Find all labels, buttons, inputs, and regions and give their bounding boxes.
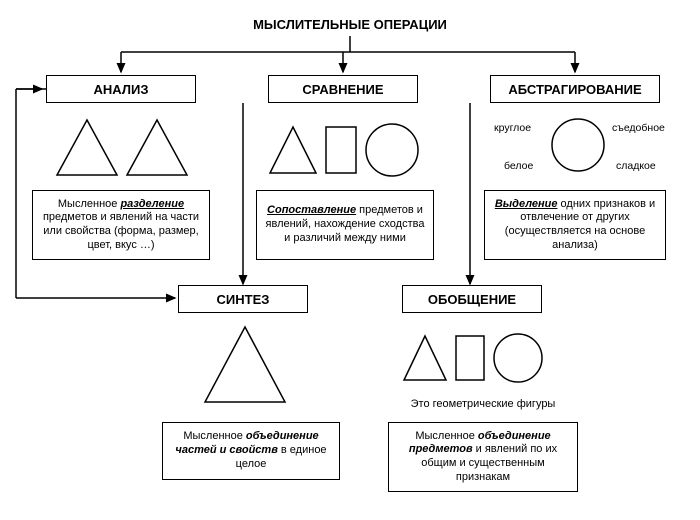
comparison-desc: Сопоставление предметов и явлений, нахож… — [256, 190, 434, 260]
analysis-shapes — [52, 115, 192, 185]
synthesis-title: СИНТЕЗ — [178, 285, 308, 313]
comparison-title: СРАВНЕНИЕ — [268, 75, 418, 103]
analysis-title: АНАЛИЗ — [46, 75, 196, 103]
root-title: МЫСЛИТЕЛЬНЫЕ ОПЕРАЦИИ — [234, 12, 466, 36]
generalization-title: ОБОБЩЕНИЕ — [402, 285, 542, 313]
generalization-caption: Это геометрические фигуры — [388, 398, 578, 410]
generalization-desc: Мысленное объединение предметов и явлени… — [388, 422, 578, 492]
abstraction-shape — [548, 115, 608, 175]
abstr-label-br: сладкое — [616, 160, 656, 172]
abstr-label-bl: белое — [504, 160, 533, 172]
comparison-shapes — [268, 115, 428, 185]
synthesis-shape — [200, 322, 290, 412]
analysis-desc: Мысленное разделение предметов и явлений… — [32, 190, 210, 260]
generalization-shapes — [400, 322, 560, 392]
abstr-label-tl: круглое — [494, 122, 531, 134]
abstraction-title: АБСТРАГИРОВАНИЕ — [490, 75, 660, 103]
diagram-root: МЫСЛИТЕЛЬНЫЕ ОПЕРАЦИИ АНАЛИЗ СРАВНЕНИЕ А… — [0, 0, 700, 520]
abstraction-desc: Выделение одних признаков и отвлечение о… — [484, 190, 666, 260]
synthesis-desc: Мысленное объединение частей и свойств в… — [162, 422, 340, 480]
abstr-label-tr: съедобное — [612, 122, 665, 134]
